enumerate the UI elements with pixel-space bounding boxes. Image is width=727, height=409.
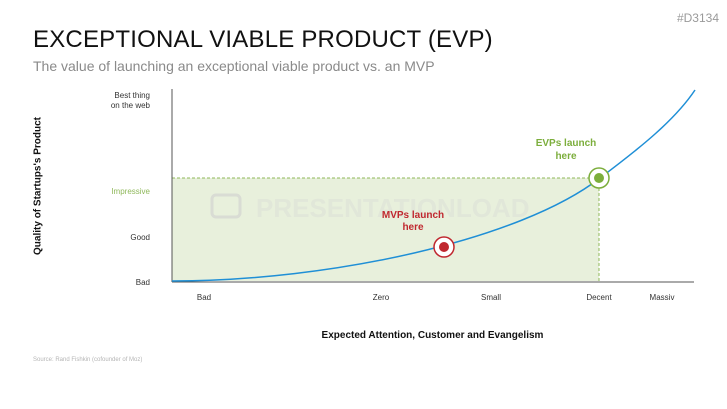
mvp-label-line1: MVPs launch [382, 210, 444, 221]
mvp-label-line2: here [402, 222, 424, 233]
x-tick-zero: Zero [373, 293, 390, 302]
x-tick-massiv: Massiv [650, 293, 675, 302]
y-tick-best-line2: on the web [111, 101, 151, 110]
y-tick-bad: Bad [136, 278, 150, 287]
x-tick-small: Small [481, 293, 501, 302]
slide-code: #D3134 [676, 11, 719, 25]
evp-label-line2: here [555, 151, 577, 162]
evp-point [588, 167, 610, 189]
x-axis-title: Expected Attention, Customer and Evangel… [321, 330, 544, 341]
page-subtitle: The value of launching an exceptional vi… [33, 58, 435, 74]
growth-curve [171, 89, 696, 282]
evp-label-line1: EVPs launch [536, 138, 597, 149]
page-title: EXCEPTIONAL VIABLE PRODUCT (EVP) [33, 26, 493, 53]
y-tick-impressive: Impressive [111, 187, 150, 196]
watermark-text: PRESENTATIONLOAD [256, 193, 529, 223]
y-tick-good: Good [130, 233, 150, 242]
watermark: PRESENTATIONLOAD [210, 193, 529, 223]
source-note: Source: Rand Fishkin (cofounder of Moz) [33, 357, 143, 363]
shaded-region [172, 178, 599, 281]
x-tick-bad: Bad [197, 293, 211, 302]
y-axis-title: Quality of Startups's Product [32, 117, 44, 255]
y-tick-best-line1: Best thing [114, 91, 150, 100]
mvp-point [433, 236, 455, 258]
x-tick-decent: Decent [586, 293, 612, 302]
